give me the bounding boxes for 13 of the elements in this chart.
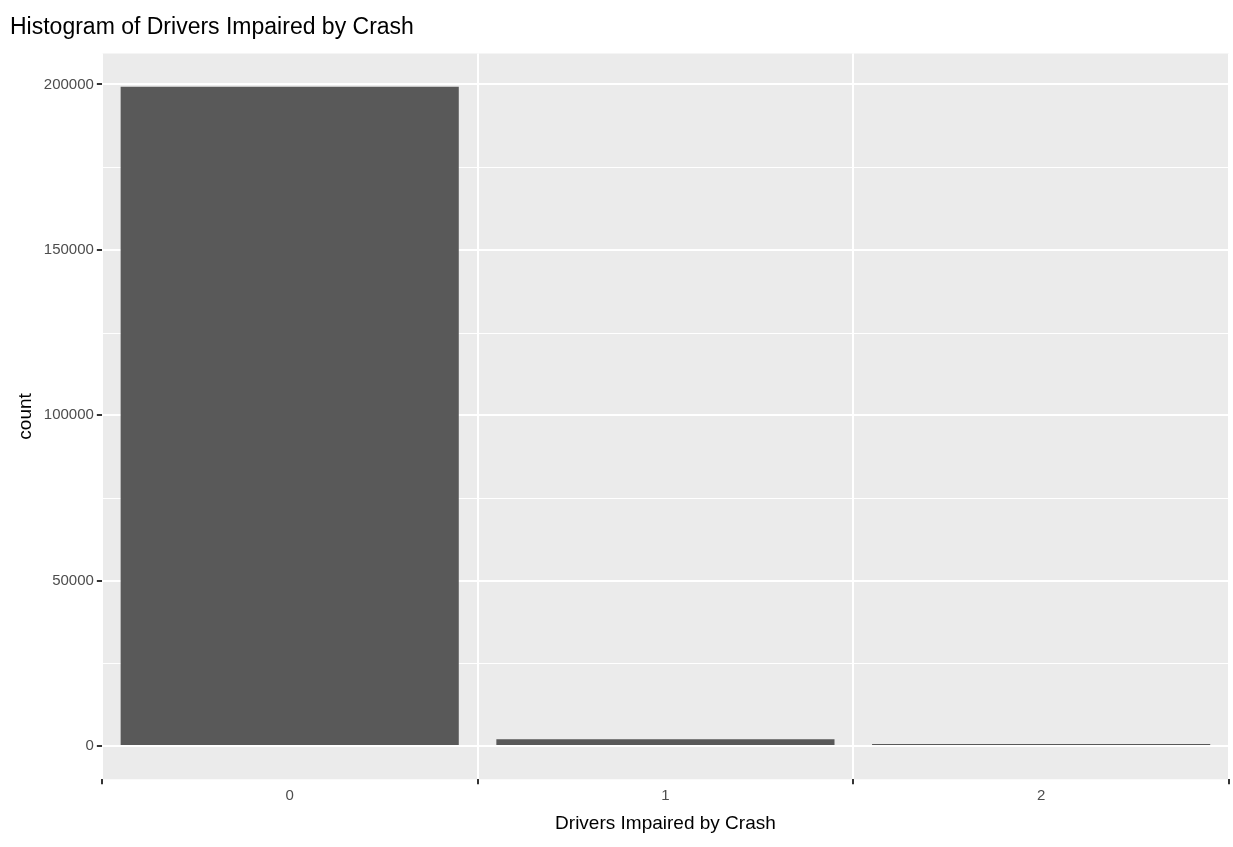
x-axis-title: Drivers Impaired by Crash	[555, 811, 776, 833]
y-tick-label: 150000	[43, 239, 94, 257]
y-tick-label: 200000	[43, 74, 94, 92]
y-tick-label: 100000	[43, 405, 94, 423]
x-tick-label: 2	[1036, 786, 1046, 804]
y-tick-label: 0	[85, 736, 94, 754]
bar	[496, 739, 835, 746]
x-tick-label: 0	[285, 786, 294, 804]
chart-title: Histogram of Drivers Impaired by Crash	[10, 13, 414, 40]
y-tick-label: 50000	[52, 570, 94, 588]
x-tick-label: 1	[661, 786, 670, 804]
y-axis-title: count	[13, 392, 35, 440]
bar	[120, 86, 459, 746]
